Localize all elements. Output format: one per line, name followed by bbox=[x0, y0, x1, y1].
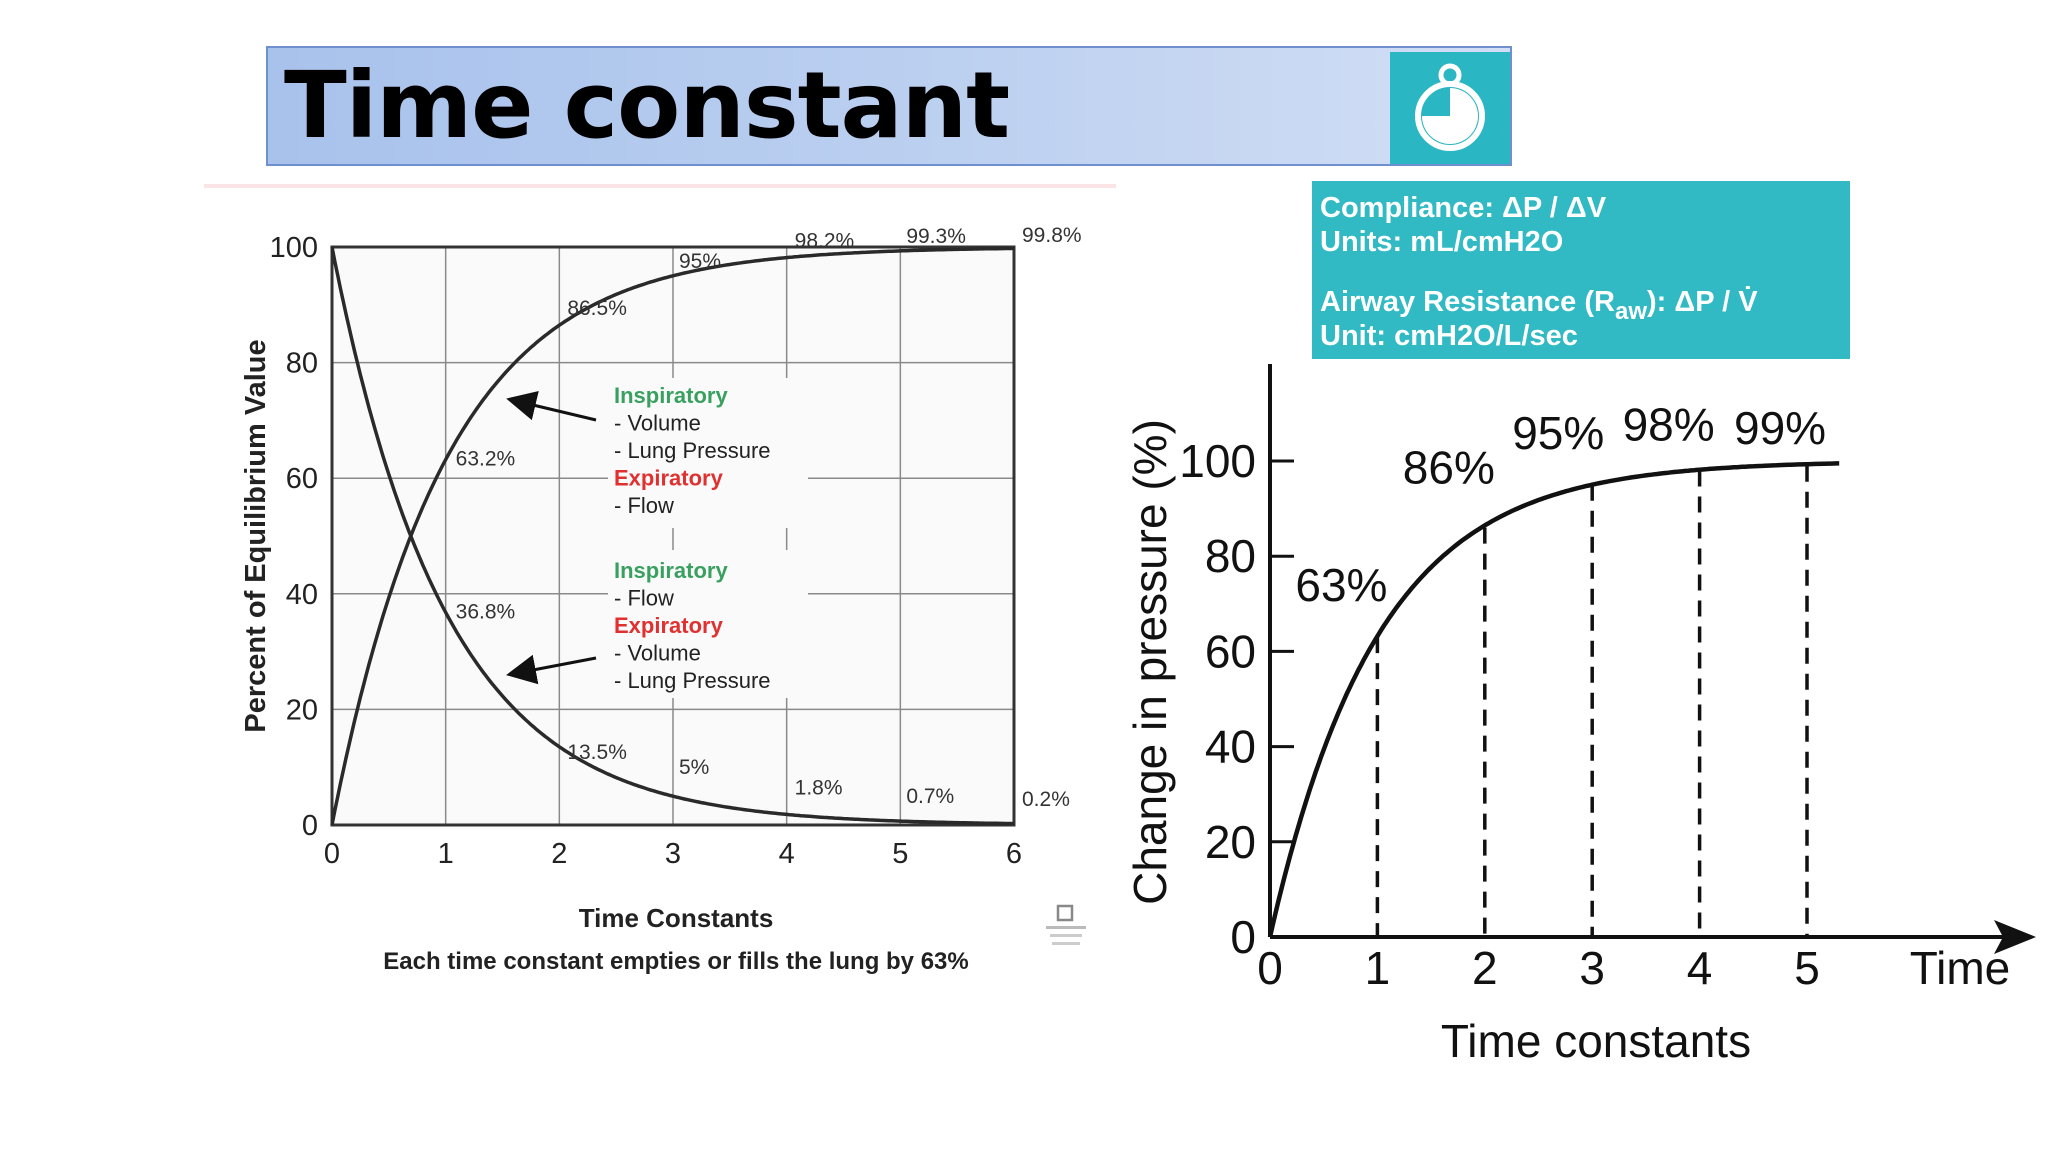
x-tick-label: 2 bbox=[1472, 942, 1498, 994]
series-rise-line bbox=[330, 246, 1015, 826]
series-pressure-line bbox=[1267, 461, 1840, 938]
data-label: 98% bbox=[1623, 399, 1715, 451]
x-tick-label: 3 bbox=[665, 838, 681, 870]
data-label-fall: 1.8% bbox=[795, 777, 843, 800]
data-label-fall: 5% bbox=[679, 756, 709, 779]
chart-caption: Each time constant empties or fills the … bbox=[383, 948, 968, 975]
x-axis-arrow bbox=[1994, 920, 2036, 954]
x-tick-label: 2 bbox=[551, 838, 567, 870]
legend-rise-background bbox=[608, 378, 808, 528]
arrow-fall bbox=[506, 654, 597, 685]
x-tick-label: 0 bbox=[324, 838, 340, 870]
x-axis-label: Time Constants bbox=[579, 903, 774, 933]
compliance-formula: Compliance: ΔP / ΔV bbox=[1320, 192, 1607, 224]
x-tick-label: 6 bbox=[1006, 838, 1022, 870]
resistance-suffix: ): ΔP / V̇ bbox=[1646, 286, 1758, 318]
y-tick-label: 20 bbox=[1205, 816, 1256, 868]
data-label-rise: 95% bbox=[679, 250, 721, 273]
legend-rise-item: - Flow bbox=[614, 493, 674, 518]
series-fall-line bbox=[330, 246, 1015, 826]
title-bar: Time constant bbox=[266, 46, 1512, 166]
legend-fall-item: - Flow bbox=[614, 586, 674, 611]
x-tick-label: 3 bbox=[1579, 942, 1605, 994]
slide-title: Time constant bbox=[284, 52, 1010, 159]
x-tick-label: 0 bbox=[1257, 942, 1283, 994]
stopwatch-icon bbox=[1415, 63, 1485, 151]
x-tick-label: 1 bbox=[1365, 942, 1391, 994]
divider-line bbox=[204, 184, 1116, 188]
y-tick-label: 40 bbox=[286, 579, 318, 611]
formula-box: Compliance: ΔP / ΔV Units: mL/cmH2O Airw… bbox=[1312, 181, 1850, 359]
y-tick-label: 60 bbox=[286, 463, 318, 495]
legend-fall-item: Expiratory bbox=[614, 613, 724, 638]
data-label-rise: 99.8% bbox=[1022, 224, 1082, 247]
resistance-formula: Airway Resistance (Raw): ΔP / V̇ bbox=[1320, 285, 1758, 329]
resistance-subscript: aw bbox=[1614, 298, 1647, 325]
legend-rise-item: - Lung Pressure bbox=[614, 438, 771, 463]
data-label-rise: 99.3% bbox=[906, 225, 966, 248]
legend-fall-item: Inspiratory bbox=[614, 558, 728, 583]
legend-fall-item: - Lung Pressure bbox=[614, 668, 771, 693]
legend-fall-item: - Volume bbox=[614, 641, 701, 666]
data-label: 86% bbox=[1403, 442, 1495, 494]
data-label: 95% bbox=[1512, 407, 1604, 459]
timer-icon-box bbox=[1390, 52, 1510, 164]
y-axis-label: Change in pressure (%) bbox=[1124, 419, 1176, 905]
x-tick-label: 4 bbox=[1687, 942, 1713, 994]
data-label-rise: 63.2% bbox=[456, 448, 516, 471]
resistance-prefix: Airway Resistance (R bbox=[1320, 286, 1615, 318]
y-axis-label: Percent of Equilibrium Value bbox=[240, 339, 272, 732]
compliance-units: Units: mL/cmH2O bbox=[1320, 226, 1564, 258]
y-tick-label: 0 bbox=[1230, 911, 1256, 963]
y-tick-label: 80 bbox=[1205, 530, 1256, 582]
clinic-logo bbox=[1046, 904, 1086, 945]
plot-frame bbox=[330, 245, 1016, 827]
x-axis-label: Time constants bbox=[1441, 1015, 1751, 1067]
data-label-rise: 86.5% bbox=[567, 297, 627, 320]
y-tick-label: 100 bbox=[270, 232, 318, 264]
legend-rise-item: Inspiratory bbox=[614, 383, 728, 408]
data-label: 63% bbox=[1295, 559, 1387, 611]
data-label-rise: 98.2% bbox=[795, 229, 855, 252]
x-tick-label: 4 bbox=[779, 838, 795, 870]
data-label-fall: 13.5% bbox=[567, 741, 627, 764]
chart-pressure: 0 20 40 60 80 100 0 1 2 3 4 5 Time 63% 86% 95% 98% 99% Tim… bbox=[1124, 364, 2036, 1067]
arrow-rise bbox=[506, 390, 597, 422]
data-label-fall: 36.8% bbox=[456, 600, 516, 623]
x-tick-label: 5 bbox=[892, 838, 908, 870]
y-tick-label: 60 bbox=[1205, 625, 1256, 677]
legend-fall-background bbox=[608, 550, 808, 698]
y-tick-label: 20 bbox=[286, 694, 318, 726]
legend-rise-item: Expiratory bbox=[614, 466, 724, 491]
x-tick-label: 5 bbox=[1794, 942, 1820, 994]
x-tick-label: 1 bbox=[438, 838, 454, 870]
y-tick-label: 100 bbox=[1179, 435, 1256, 487]
legend-rise-item: - Volume bbox=[614, 411, 701, 436]
data-label-fall: 0.2% bbox=[1022, 788, 1070, 811]
y-tick-label: 0 bbox=[302, 810, 318, 842]
data-label-fall: 0.7% bbox=[906, 785, 954, 808]
y-tick-label: 40 bbox=[1205, 721, 1256, 773]
x-axis-end-label: Time bbox=[1910, 942, 2011, 994]
y-tick-label: 80 bbox=[286, 348, 318, 380]
resistance-units: Unit: cmH2O/L/sec bbox=[1320, 320, 1578, 352]
data-label: 99% bbox=[1734, 402, 1826, 454]
